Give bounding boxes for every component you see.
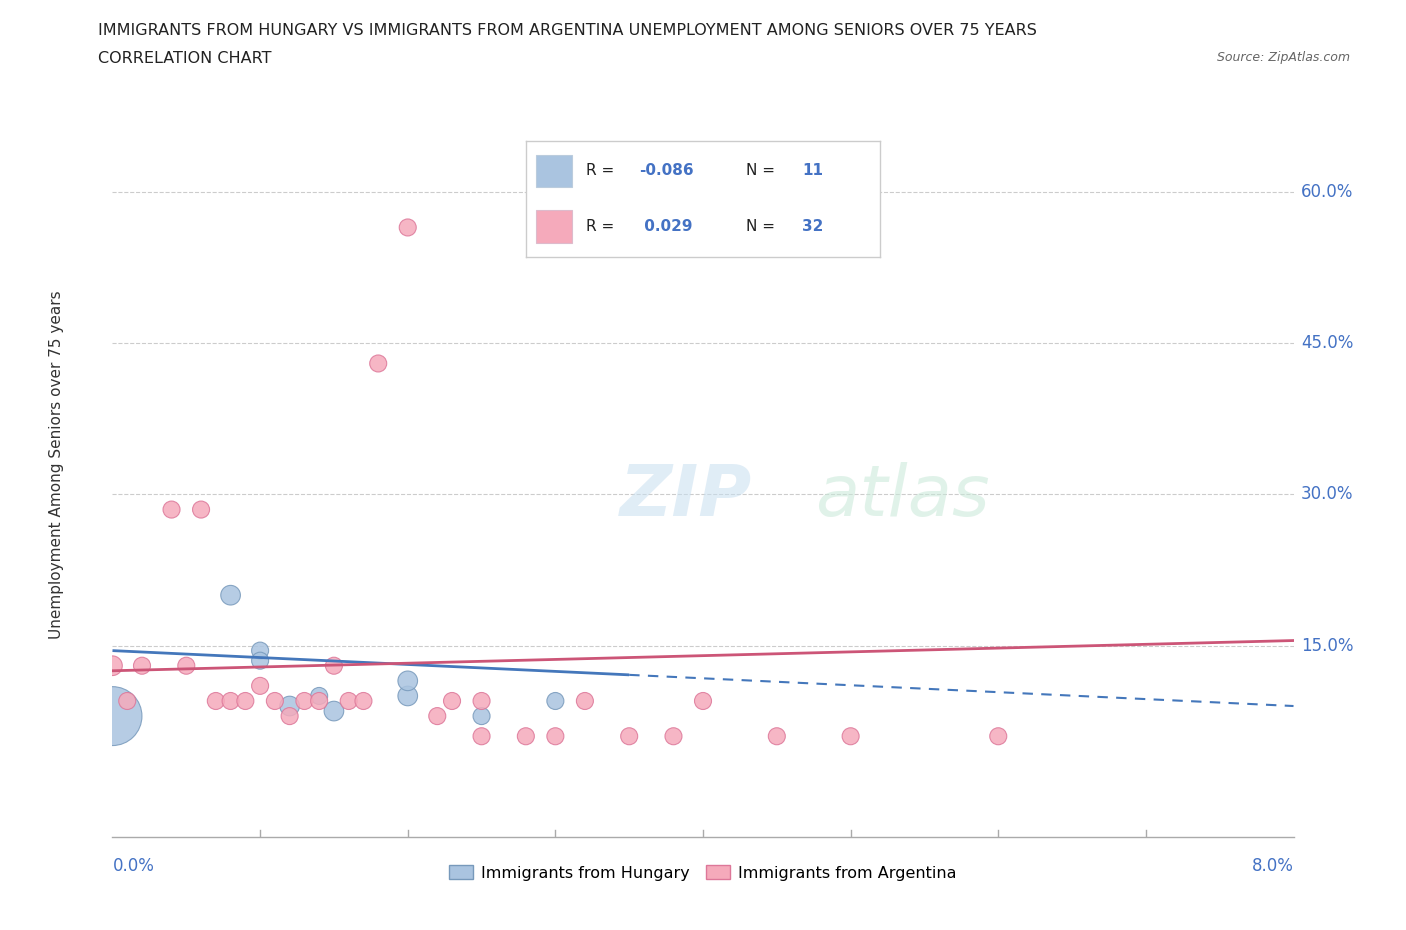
Point: [692, 694, 714, 709]
Point: [278, 698, 301, 713]
Text: 60.0%: 60.0%: [1301, 183, 1354, 201]
Point: [396, 688, 419, 703]
Point: [249, 679, 271, 694]
Text: Unemployment Among Seniors over 75 years: Unemployment Among Seniors over 75 years: [49, 291, 63, 639]
Point: [190, 502, 212, 517]
Point: [396, 673, 419, 688]
Point: [662, 729, 685, 744]
Point: [292, 694, 315, 709]
Text: CORRELATION CHART: CORRELATION CHART: [98, 51, 271, 66]
Point: [574, 694, 596, 709]
Point: [471, 709, 494, 724]
Point: [323, 704, 346, 719]
Point: [515, 729, 537, 744]
Point: [619, 729, 641, 744]
Text: 8.0%: 8.0%: [1251, 857, 1294, 875]
Text: 15.0%: 15.0%: [1301, 636, 1354, 655]
Point: [367, 356, 389, 371]
Text: 30.0%: 30.0%: [1301, 485, 1354, 503]
Point: [308, 688, 330, 703]
Point: [219, 694, 242, 709]
Point: [117, 694, 138, 709]
Point: [337, 694, 360, 709]
Point: [249, 644, 271, 658]
Text: ZIP: ZIP: [620, 461, 752, 530]
Point: [323, 658, 346, 673]
Point: [101, 709, 124, 724]
Text: atlas: atlas: [815, 461, 990, 530]
Point: [765, 729, 787, 744]
Point: [131, 658, 153, 673]
Point: [249, 653, 271, 668]
Text: Source: ZipAtlas.com: Source: ZipAtlas.com: [1216, 51, 1350, 64]
Point: [101, 658, 124, 673]
Text: IMMIGRANTS FROM HUNGARY VS IMMIGRANTS FROM ARGENTINA UNEMPLOYMENT AMONG SENIORS : IMMIGRANTS FROM HUNGARY VS IMMIGRANTS FR…: [98, 23, 1038, 38]
Point: [396, 220, 419, 235]
Point: [441, 694, 464, 709]
Point: [308, 694, 330, 709]
Point: [471, 694, 494, 709]
Point: [278, 709, 301, 724]
Point: [352, 694, 374, 709]
Text: 45.0%: 45.0%: [1301, 334, 1354, 352]
Point: [471, 729, 494, 744]
Point: [205, 694, 228, 709]
Point: [544, 729, 567, 744]
Point: [174, 658, 197, 673]
Point: [544, 694, 567, 709]
Point: [264, 694, 287, 709]
Point: [987, 729, 1010, 744]
Point: [426, 709, 449, 724]
Point: [219, 588, 242, 603]
Text: 0.0%: 0.0%: [112, 857, 155, 875]
Point: [233, 694, 256, 709]
Point: [839, 729, 862, 744]
Legend: Immigrants from Hungary, Immigrants from Argentina: Immigrants from Hungary, Immigrants from…: [443, 858, 963, 887]
Point: [160, 502, 183, 517]
